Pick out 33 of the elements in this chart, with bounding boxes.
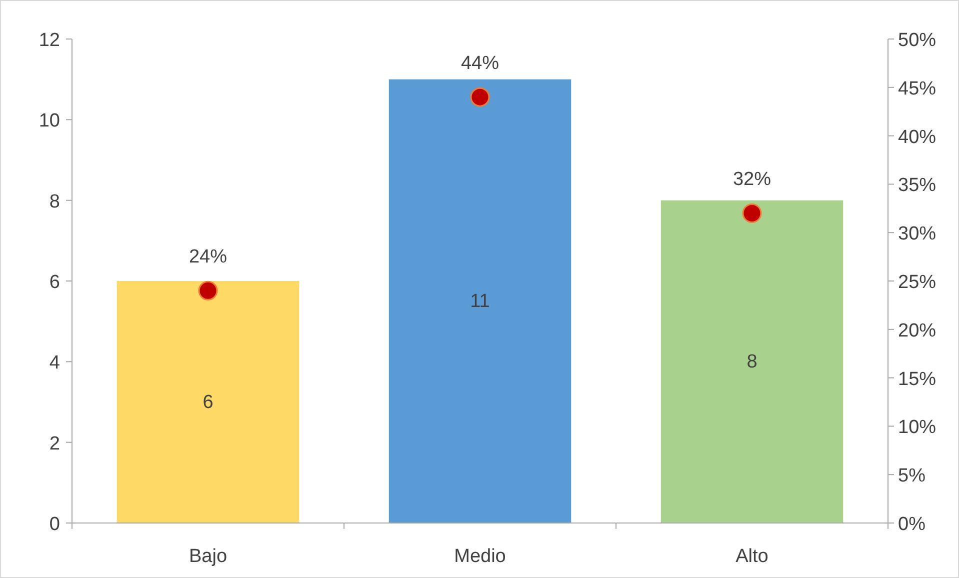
y2-tick-label: 45% <box>898 78 936 100</box>
y2-tick-label: 50% <box>898 30 936 51</box>
y-tick-label: 6 <box>49 272 60 293</box>
y2-tick-label: 0% <box>898 514 926 535</box>
data-label: 8 <box>746 352 758 373</box>
y-tick-label: 12 <box>38 30 60 51</box>
y2-tick-label: 20% <box>898 320 936 342</box>
point <box>742 203 762 223</box>
y2-tick-label: 30% <box>898 224 936 245</box>
y-tick-label: 0 <box>49 514 60 535</box>
data-label: 44% <box>460 53 500 74</box>
y-tick-label: 4 <box>49 352 60 374</box>
data-label: 24% <box>188 246 228 268</box>
bar <box>388 79 572 523</box>
point <box>470 87 490 107</box>
bar <box>660 200 844 523</box>
y-tick-label: 8 <box>49 191 60 212</box>
data-label: 32% <box>732 169 772 190</box>
x-tick-label: Bajo <box>188 546 228 567</box>
data-label: 6 <box>202 392 214 413</box>
point <box>198 280 218 300</box>
y-tick-label: 2 <box>49 433 60 454</box>
y2-tick-label: 10% <box>898 417 936 438</box>
y2-tick-label: 40% <box>898 126 936 148</box>
y2-tick-label: 5% <box>898 466 926 487</box>
y2-tick-label: 35% <box>898 175 936 196</box>
y2-tick-label: 25% <box>898 272 936 293</box>
y2-tick-label: 15% <box>898 368 936 390</box>
x-tick-label: Medio <box>454 546 506 567</box>
y-tick-label: 10 <box>38 110 60 132</box>
x-tick-label: Alto <box>736 546 768 567</box>
bar <box>116 281 300 523</box>
data-label: 11 <box>470 291 490 312</box>
